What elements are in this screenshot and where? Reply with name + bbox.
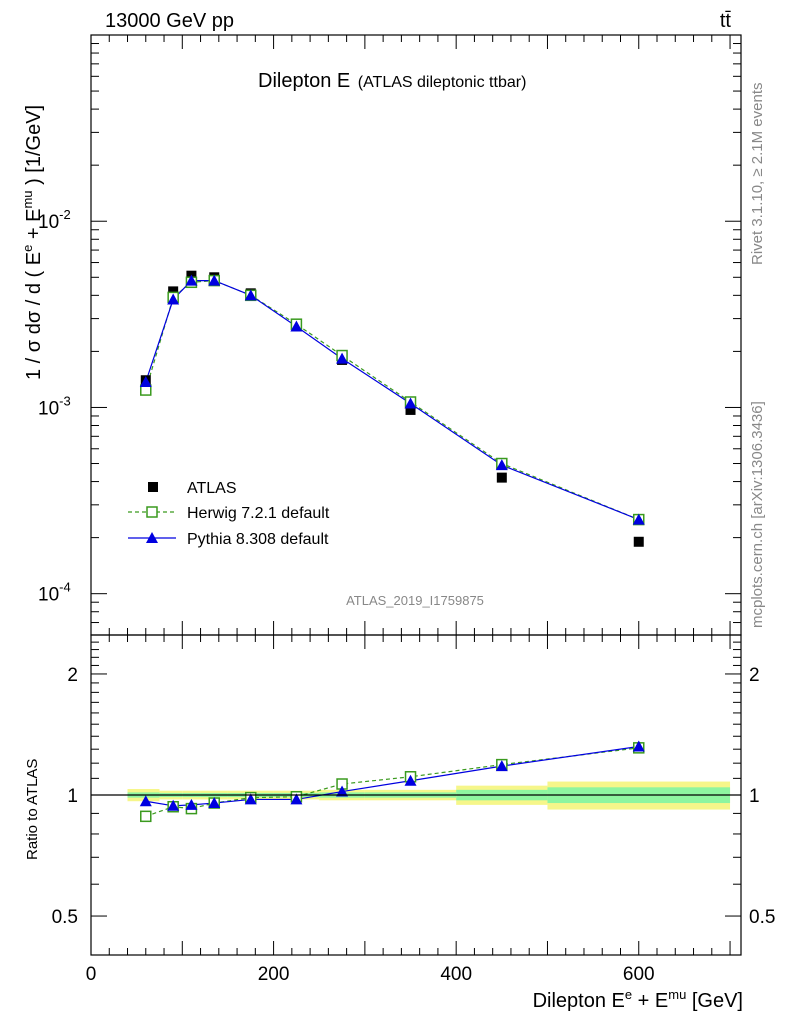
ratio-pythia-data-point (139, 795, 152, 807)
main-pythia-data-point (244, 289, 257, 301)
legend-pythia-marker (146, 532, 158, 543)
main-pythia-series-line (145, 279, 639, 521)
ratio-y-tick-label-right: 2 (749, 665, 760, 686)
ratio-pythia-data-point (167, 799, 180, 811)
chart-title: Dilepton E (258, 70, 350, 92)
ratio-herwig-data-point (140, 810, 152, 823)
main-title: Dilepton E (ATLAS dileptonic ttbar) (258, 70, 526, 92)
main-y-axis-label: 1 / σ dσ / d ( Ee + Emu ) [1/GeV] (20, 105, 45, 380)
ratio-y-tick-label-left: 1 (67, 786, 78, 807)
chart-subtitle: (ATLAS dileptonic ttbar) (358, 74, 527, 91)
header-process-label: tt̄ (720, 10, 732, 32)
main-y-tick-label: 10-2 (38, 207, 71, 233)
mcplots-label: mcplots.cern.ch [arXiv:1306.3436] (749, 401, 766, 628)
main-y-tick-label: 10-4 (38, 580, 71, 606)
ratio-herwig-series-line (145, 747, 639, 817)
ratio-pythia-data-point (404, 774, 417, 786)
ratio-y-tick-label-left: 0.5 (52, 907, 78, 928)
analysis-watermark: ATLAS_2019_I1759875 (346, 593, 484, 608)
ratio-y-tick-label-right: 1 (749, 786, 760, 807)
ratio-pythia-data-point (290, 793, 303, 805)
ratio-pythia-data-point (244, 793, 257, 805)
data-markers (139, 270, 645, 823)
legend: ATLAS Herwig 7.2.1 default Pythia 8.308 … (128, 480, 330, 548)
main-pythia-data-point (336, 352, 349, 364)
main-y-tick-label: 10-3 (38, 393, 71, 419)
rivet-version-label: Rivet 3.1.10, ≥ 2.1M events (749, 83, 766, 266)
x-tick-label: 200 (258, 964, 290, 985)
main-pythia-data-point (139, 375, 152, 387)
header-energy-label: 13000 GeV pp (105, 10, 234, 32)
main-pythia-data-point (632, 513, 645, 525)
x-tick-label: 400 (440, 964, 472, 985)
main-pythia-data-point (185, 274, 198, 286)
ratio-pythia-data-point (336, 785, 349, 797)
series-lines (145, 279, 639, 817)
ratio-pythia-data-point (495, 760, 508, 772)
main-atlas-data-point (405, 404, 416, 415)
main-pythia-data-point (404, 397, 417, 409)
x-tick-label: 600 (623, 964, 655, 985)
x-axis-label: Dilepton Ee + Emu [GeV] (533, 987, 743, 1012)
legend-atlas-label: ATLAS (187, 480, 237, 497)
ratio-pythia-data-point (185, 798, 198, 810)
main-pythia-data-point (290, 320, 303, 332)
tick-labels: 0 200 400 600 10-4 10-3 10-2 0.5 0.5 1 1 2 2 (38, 207, 775, 985)
legend-herwig-label: Herwig 7.2.1 default (187, 505, 330, 522)
ratio-pythia-series-line (145, 745, 639, 807)
main-atlas-data-point (633, 536, 644, 547)
ratio-pythia-data-point (208, 797, 221, 809)
main-atlas-data-point (496, 472, 507, 483)
main-pythia-data-point (208, 274, 221, 286)
ratio-pythia-data-point (632, 740, 645, 752)
legend-atlas-marker (148, 482, 158, 492)
main-pythia-data-point (167, 293, 180, 305)
ratio-y-tick-label-right: 0.5 (749, 907, 775, 928)
main-pythia-data-point (495, 459, 508, 471)
x-tick-label: 0 (86, 964, 97, 985)
ratio-y-tick-label-left: 2 (67, 665, 78, 686)
legend-herwig-marker (146, 506, 158, 518)
main-atlas-data-point (168, 286, 179, 297)
ratio-y-axis-label: Ratio to ATLAS (24, 759, 41, 860)
legend-pythia-label: Pythia 8.308 default (187, 531, 329, 548)
